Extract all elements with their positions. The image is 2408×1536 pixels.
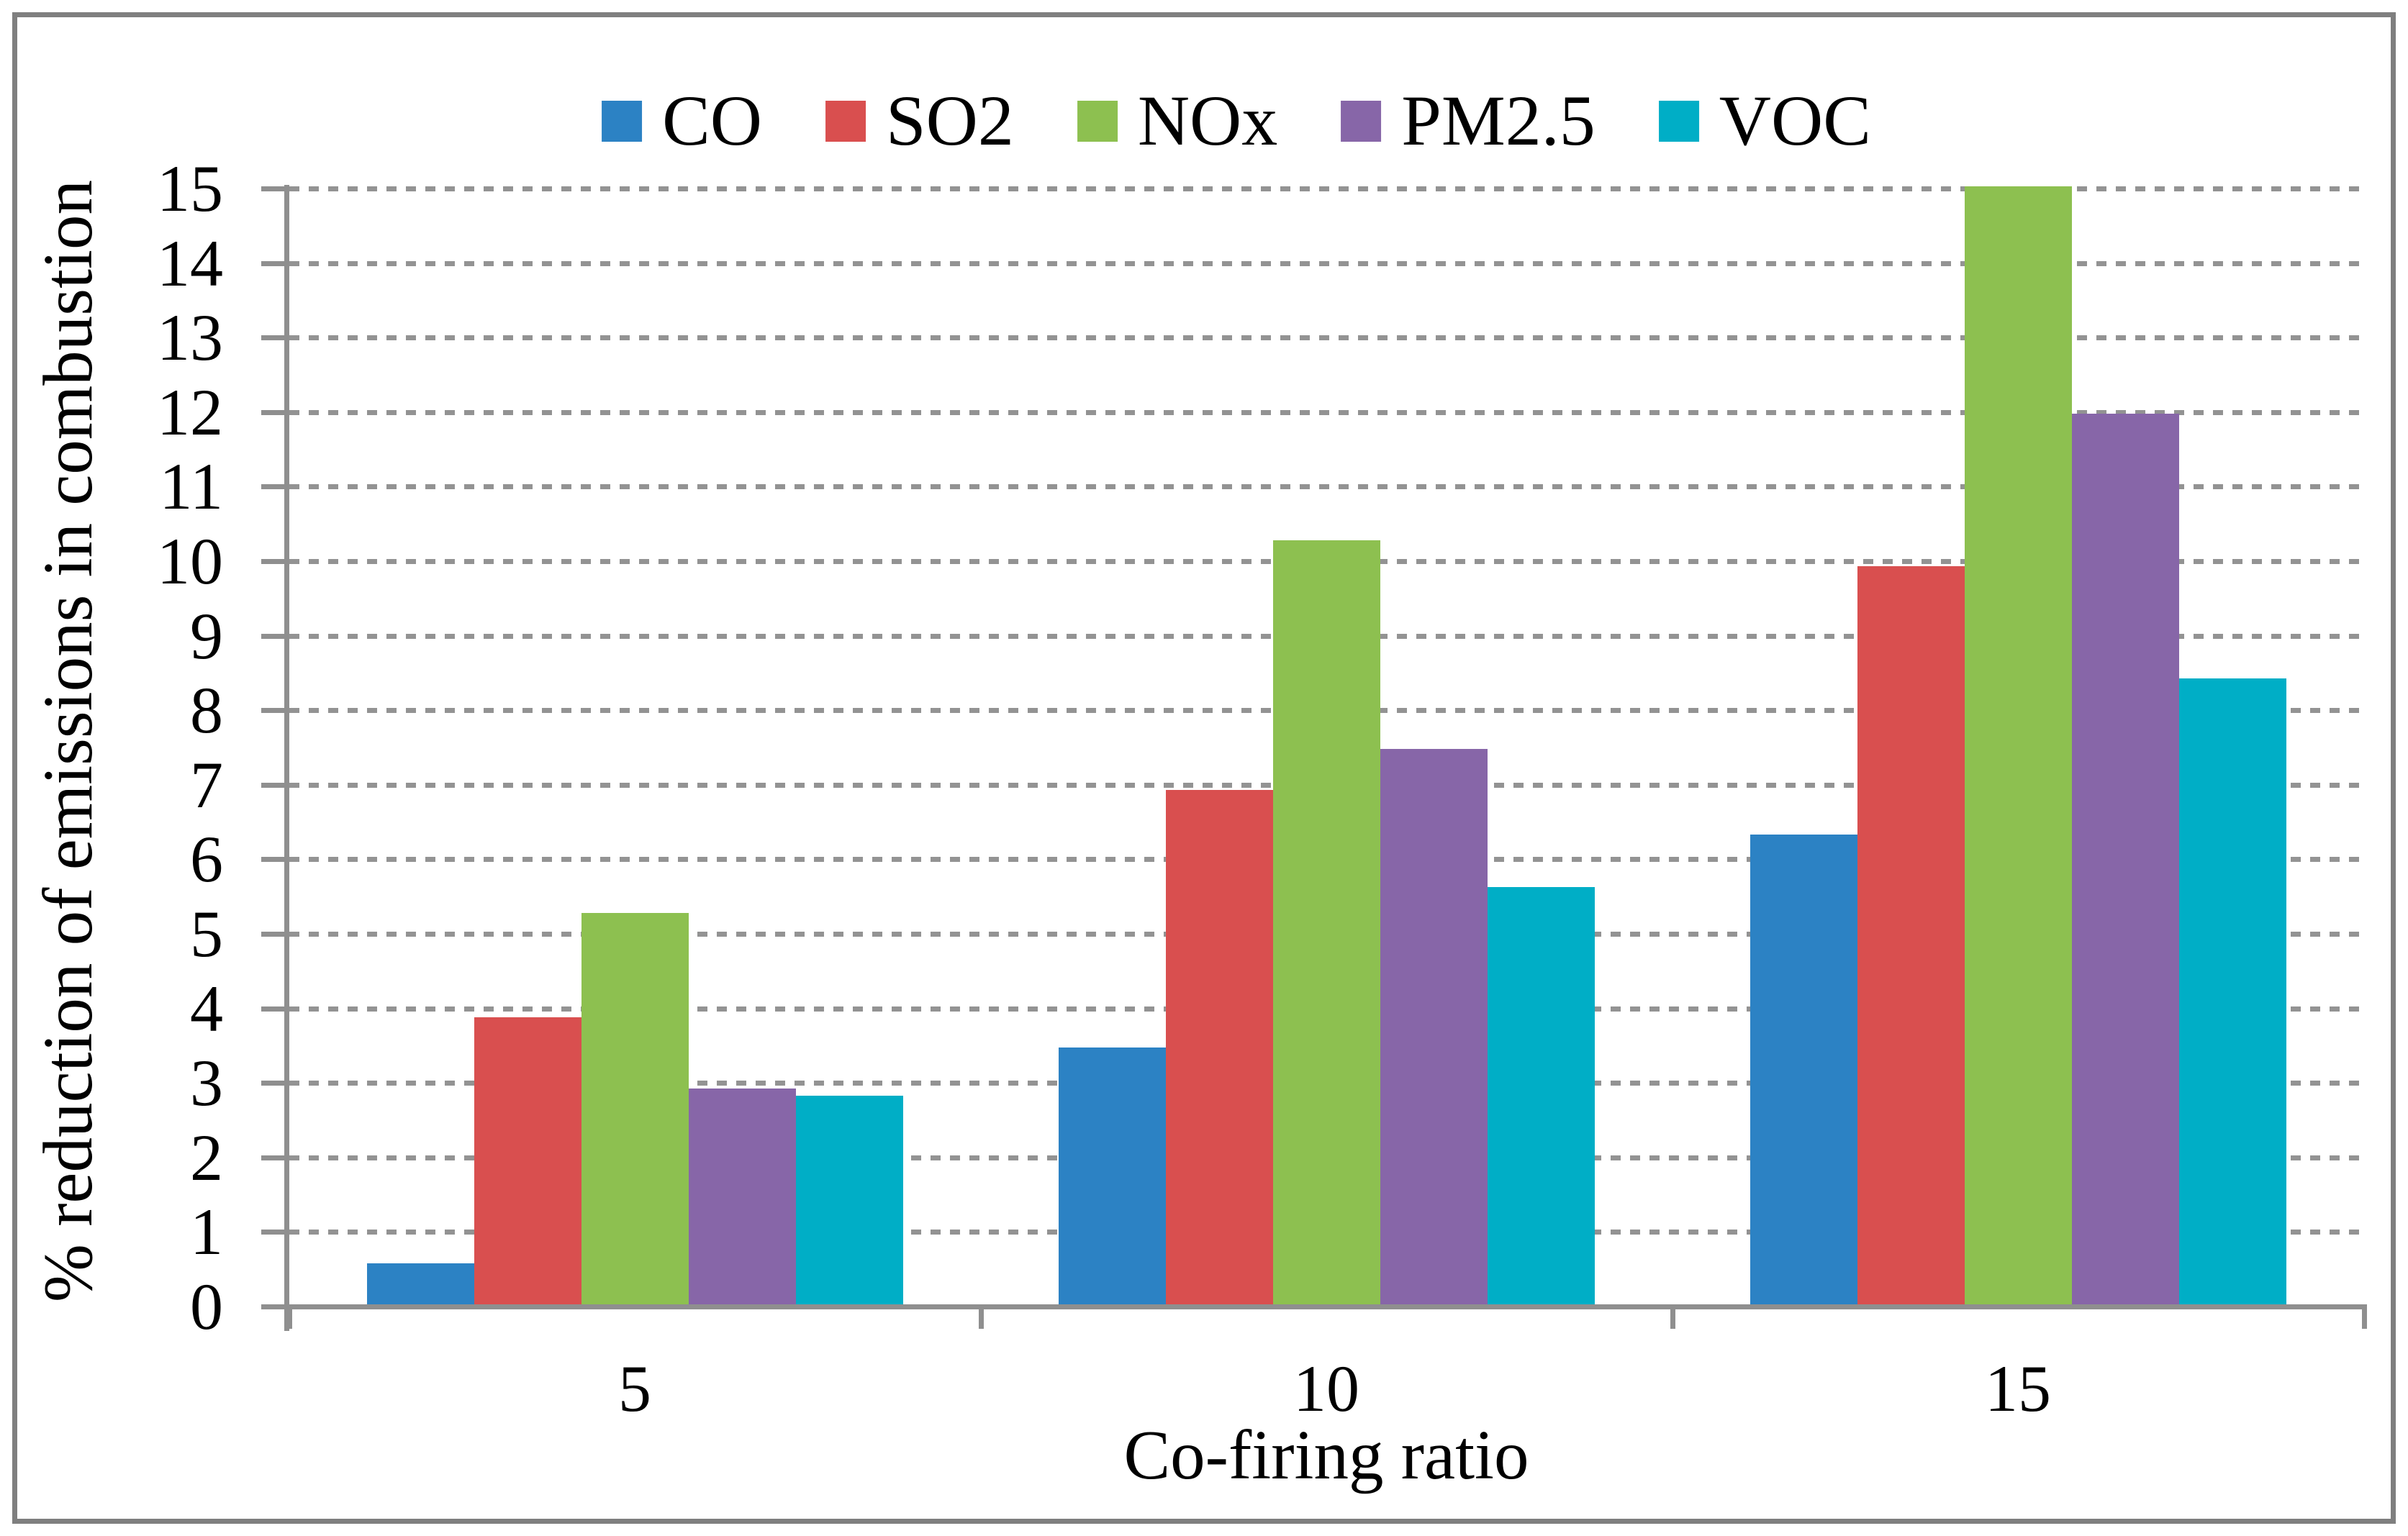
y-axis-tick-1: [261, 1230, 289, 1235]
legend-label-NOx: NOx: [1137, 81, 1278, 160]
bar-CO-15: [1750, 835, 1857, 1304]
y-axis-tick-7: [261, 783, 289, 788]
bar-SO2-10: [1166, 790, 1273, 1304]
bar-NOx-5: [581, 913, 689, 1304]
y-axis-tick-8: [261, 708, 289, 713]
legend-item-NOx: NOx: [1077, 85, 1277, 157]
bar-VOC-10: [1488, 887, 1595, 1304]
bar-PM2.5-15: [2072, 414, 2179, 1304]
gridline-y-12: [289, 410, 2366, 415]
gridline-y-15: [289, 186, 2366, 191]
y-axis-tick-9: [261, 634, 289, 639]
y-tick-label-10: 10: [157, 524, 223, 598]
y-axis-tick-4: [261, 1006, 289, 1012]
y-tick-label-4: 4: [190, 972, 223, 1045]
y-axis-tick-6: [261, 857, 289, 862]
legend-label-SO2: SO2: [885, 81, 1014, 160]
y-tick-label-0: 0: [190, 1270, 223, 1343]
y-tick-label-3: 3: [190, 1046, 223, 1119]
bar-NOx-10: [1273, 540, 1380, 1304]
x-axis-tick-0: [287, 1304, 292, 1329]
bar-VOC-5: [796, 1096, 903, 1304]
gridline-y-11: [289, 484, 2366, 489]
legend-swatch-CO: [602, 100, 643, 142]
gridline-y-13: [289, 335, 2366, 340]
y-axis-title: % reduction of emissions in combustion: [30, 180, 107, 1302]
legend-item-PM2.5: PM2.5: [1341, 85, 1595, 157]
bar-VOC-15: [2179, 678, 2286, 1304]
gridline-y-14: [289, 261, 2366, 266]
y-axis-tick-12: [261, 410, 289, 415]
y-tick-label-14: 14: [157, 227, 223, 300]
legend-label-PM2.5: PM2.5: [1401, 81, 1595, 160]
legend-swatch-VOC: [1658, 100, 1699, 142]
legend-item-VOC: VOC: [1658, 81, 1871, 160]
legend-item-SO2: SO2: [825, 85, 1014, 157]
legend-swatch-SO2: [825, 100, 866, 142]
chart-legend: CO SO2 NOx PM2.5 VOC: [602, 85, 1871, 157]
x-axis-title: Co-firing ratio: [1123, 1417, 1529, 1494]
bar-PM2.5-5: [689, 1089, 796, 1304]
y-tick-label-2: 2: [190, 1121, 223, 1194]
bar-CO-10: [1059, 1048, 1166, 1304]
y-axis-tick-5: [261, 932, 289, 937]
x-tick-label-10: 10: [1293, 1352, 1359, 1425]
y-tick-label-12: 12: [157, 376, 223, 449]
bar-NOx-15: [1965, 186, 2072, 1304]
x-axis-line: [261, 1304, 2366, 1309]
legend-item-CO: CO: [602, 85, 762, 157]
bar-CO-5: [367, 1263, 474, 1304]
x-axis-tick-3: [2362, 1304, 2367, 1329]
x-axis-tick-1: [979, 1304, 984, 1329]
y-axis-line: [284, 185, 289, 1331]
x-tick-label-5: 5: [618, 1352, 651, 1425]
x-tick-label-15: 15: [1985, 1352, 2051, 1425]
x-axis-tick-2: [1670, 1304, 1675, 1329]
y-tick-label-11: 11: [159, 450, 223, 523]
y-axis-tick-13: [261, 335, 289, 340]
y-tick-label-1: 1: [190, 1195, 223, 1268]
y-axis-tick-11: [261, 484, 289, 489]
y-axis-tick-10: [261, 559, 289, 564]
bar-SO2-5: [474, 1017, 581, 1304]
legend-swatch-PM2.5: [1341, 100, 1382, 142]
y-tick-label-9: 9: [190, 599, 223, 673]
legend-label-CO: CO: [662, 81, 762, 160]
y-tick-label-13: 13: [157, 301, 223, 374]
y-tick-label-15: 15: [157, 152, 223, 225]
y-tick-label-6: 6: [190, 822, 223, 896]
bar-SO2-15: [1857, 566, 1965, 1304]
legend-swatch-NOx: [1077, 100, 1118, 142]
y-axis-tick-2: [261, 1155, 289, 1160]
y-axis-tick-3: [261, 1081, 289, 1086]
y-tick-label-8: 8: [190, 673, 223, 747]
y-tick-label-5: 5: [190, 897, 223, 971]
bar-PM2.5-10: [1380, 749, 1488, 1304]
y-axis-tick-14: [261, 261, 289, 266]
legend-label-VOC: VOC: [1719, 81, 1871, 160]
y-axis-tick-15: [261, 186, 289, 191]
y-tick-label-7: 7: [190, 748, 223, 822]
